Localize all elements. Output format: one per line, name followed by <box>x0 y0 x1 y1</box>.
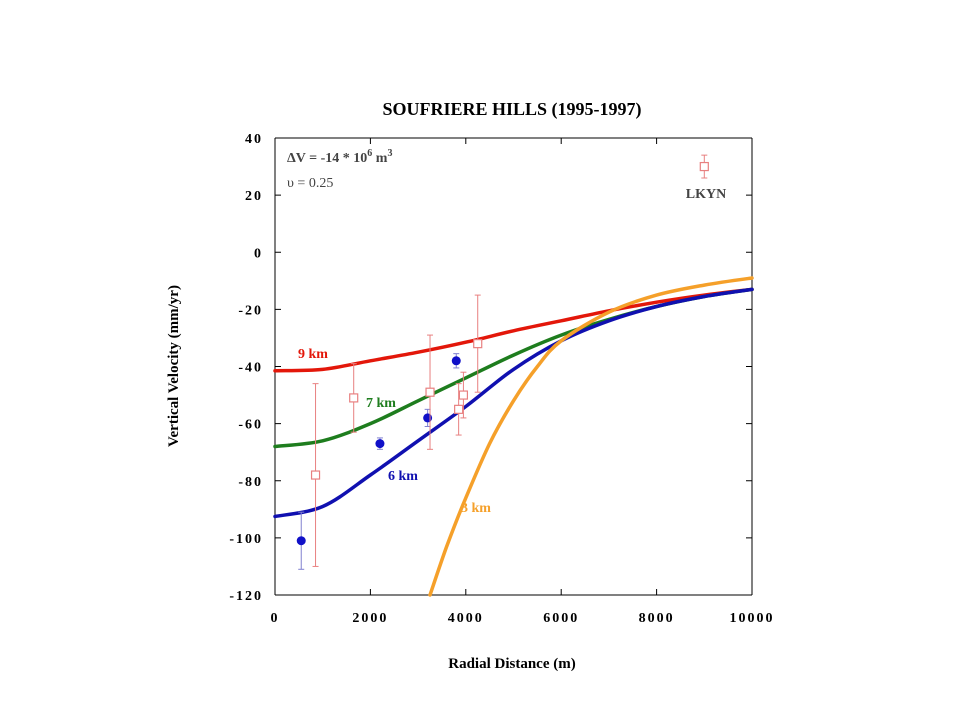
volume-change-unit-exponent: 3 <box>387 148 392 159</box>
volume-change-unit: m <box>372 151 388 166</box>
model-curves <box>273 276 754 597</box>
data-point-circle <box>451 356 461 366</box>
x-axis-ticks: 0 2000 4000 6000 8000 10000 <box>271 138 775 626</box>
curve-labels: 9 km 7 km 6 km 3 km <box>298 347 491 516</box>
x-axis-label: Radial Distance (m) <box>448 656 576 672</box>
volume-change-text: ΔV = -14 * 10 <box>287 151 367 166</box>
volume-change-annotation: ΔV = -14 * 106 m3 <box>287 148 392 166</box>
y-tick-label: 40 <box>245 132 263 147</box>
data-point-square <box>454 404 464 414</box>
y-tick-label: -20 <box>238 303 263 318</box>
y-tick-label: 20 <box>245 189 263 204</box>
data-point-square <box>349 393 359 403</box>
volume-change-exponent: 6 <box>367 148 372 159</box>
data-point-square <box>310 470 321 480</box>
data-points <box>296 154 709 570</box>
y-tick-label: -60 <box>238 418 263 433</box>
x-tick-label: 10000 <box>730 611 775 626</box>
y-tick-label: -120 <box>229 589 263 604</box>
y-tick-label: -40 <box>238 361 263 376</box>
data-point-square <box>458 390 469 400</box>
x-tick-label: 0 <box>271 611 280 626</box>
data-point-circle <box>296 536 306 546</box>
x-tick-label: 6000 <box>543 611 579 626</box>
data-point-circle <box>375 439 385 449</box>
curve-label-7km: 7 km <box>366 396 396 411</box>
data-point-square <box>425 387 435 397</box>
curve-6km <box>273 287 754 519</box>
y-axis-label: Vertical Velocity (mm/yr) <box>166 285 182 447</box>
y-tick-label: -80 <box>238 475 263 490</box>
data-point-square <box>473 339 483 349</box>
curve-label-6km: 6 km <box>388 469 418 484</box>
x-tick-label: 4000 <box>448 611 484 626</box>
curve-label-9km: 9 km <box>298 347 328 362</box>
x-tick-label: 2000 <box>352 611 388 626</box>
annotations: ΔV = -14 * 106 m3 υ = 0.25 LKYN <box>287 148 726 202</box>
y-axis-ticks: 40 20 0 -20 -40 -60 -80 -100 -120 <box>229 132 752 604</box>
x-tick-label: 8000 <box>639 611 675 626</box>
poisson-ratio-annotation: υ = 0.25 <box>287 176 333 191</box>
y-tick-label: -100 <box>229 532 263 547</box>
curve-3km <box>428 276 754 597</box>
data-point-square <box>699 161 709 172</box>
station-label-lkyn: LKYN <box>686 187 726 202</box>
data-point-circle <box>423 413 433 423</box>
chart-title: SOUFRIERE HILLS (1995-1997) <box>382 99 641 120</box>
curve-label-3km: 3 km <box>461 501 491 516</box>
y-tick-label: 0 <box>254 246 263 261</box>
